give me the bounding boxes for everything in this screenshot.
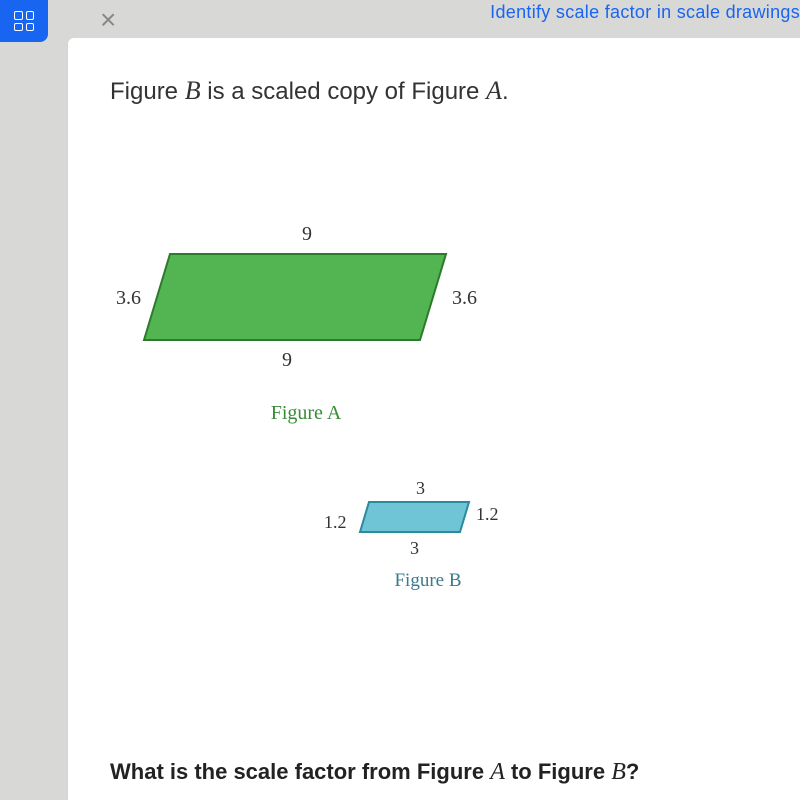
figure-b-shape [360, 502, 469, 532]
figure-a-name: A [486, 76, 502, 105]
figure-a-caption: Figure A [116, 402, 496, 425]
question-prefix: What is the scale factor from Figure [110, 759, 490, 784]
figure-b-svg: 3 1.2 3 1.2 [318, 476, 538, 568]
breadcrumb[interactable]: Identify scale factor in scale drawings [490, 0, 800, 25]
content-card: Figure B is a scaled copy of Figure A. 9… [68, 38, 800, 800]
grid-icon [14, 11, 34, 31]
app-menu-button[interactable] [0, 0, 48, 42]
question-a: A [490, 759, 505, 785]
problem-prefix: Figure [110, 78, 185, 105]
question-suffix: ? [626, 759, 639, 784]
figure-b-name: B [185, 76, 201, 105]
fig-a-right-label: 3.6 [452, 287, 477, 309]
problem-suffix: . [502, 78, 509, 105]
figure-a-svg: 9 3.6 9 3.6 [116, 218, 496, 398]
close-icon[interactable]: × [100, 4, 116, 36]
question-mid: to Figure [505, 759, 611, 784]
figure-a-shape [144, 254, 446, 340]
fig-b-left-label: 1.2 [324, 512, 347, 532]
question-b: B [611, 759, 626, 785]
figure-a-wrap: 9 3.6 9 3.6 Figure A [116, 218, 496, 425]
fig-b-bottom-label: 3 [410, 538, 419, 558]
fig-b-right-label: 1.2 [476, 504, 499, 524]
problem-statement: Figure B is a scaled copy of Figure A. [110, 76, 758, 106]
fig-b-top-label: 3 [416, 478, 425, 498]
fig-a-bottom-label: 9 [282, 349, 292, 371]
figure-b-wrap: 3 1.2 3 1.2 Figure B [318, 476, 538, 592]
fig-a-top-label: 9 [302, 223, 312, 245]
figure-area: 9 3.6 9 3.6 Figure A 3 1.2 3 1.2 Figure … [110, 146, 758, 626]
problem-mid: is a scaled copy of Figure [201, 78, 486, 105]
figure-b-caption: Figure B [318, 570, 538, 592]
fig-a-left-label: 3.6 [116, 287, 141, 309]
question-text: What is the scale factor from Figure A t… [110, 759, 639, 786]
